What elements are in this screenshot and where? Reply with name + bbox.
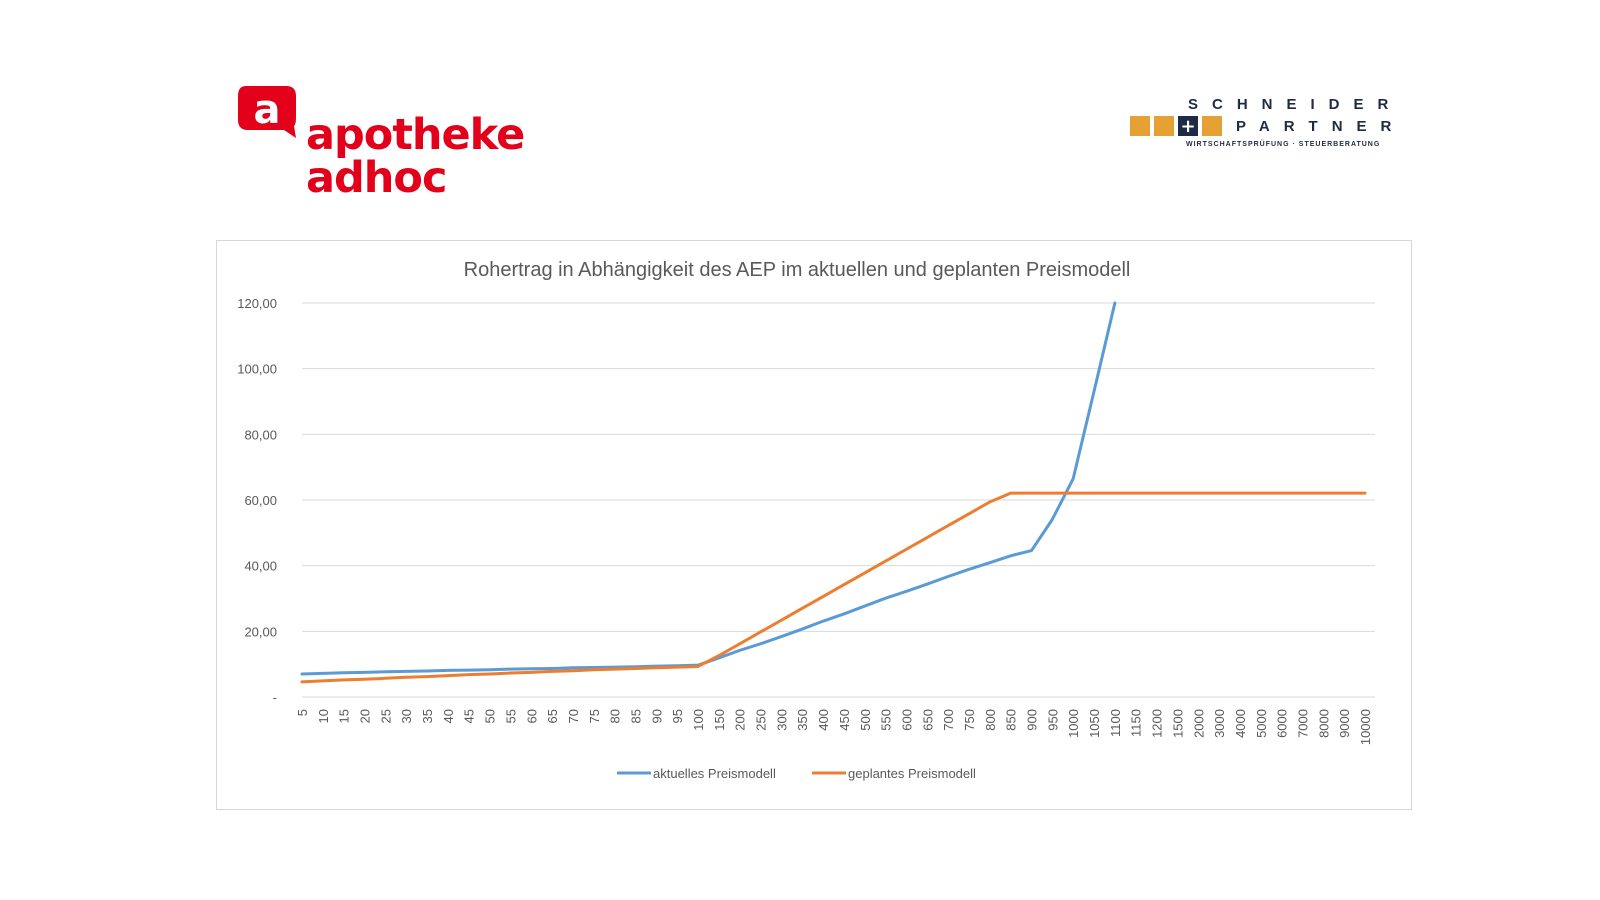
x-tick-label: 1500	[1170, 709, 1185, 738]
x-tick-label: 40	[441, 709, 456, 723]
x-tick-label: 50	[483, 709, 498, 723]
logo-squares-icon: +	[1130, 116, 1222, 137]
x-tick-label: 3000	[1212, 709, 1227, 738]
line-chart: Rohertrag in Abhängigkeit des AEP im akt…	[237, 259, 1375, 781]
x-tick-label: 85	[628, 709, 643, 723]
legend-label-1: aktuelles Preismodell	[653, 766, 776, 781]
series-line-1	[300, 301, 1117, 676]
apotheke-adhoc-logo: a apotheke adhoc	[238, 82, 608, 200]
x-tick-label: 650	[920, 709, 935, 731]
apotheke-adhoc-wordmark: apotheke adhoc	[306, 110, 525, 203]
x-tick-label: 9000	[1337, 709, 1352, 738]
schneider-partner-logo: SCHNEIDER + PARTNER WIRTSCHAFTSPRÜFUNG ·…	[1130, 96, 1391, 156]
x-tick-label: 70	[566, 709, 581, 723]
x-tick-label: 100	[691, 709, 706, 731]
x-tick-label: 1000	[1066, 709, 1081, 738]
y-tick-label: 40,00	[244, 559, 277, 574]
y-axis-ticks: - 20,00 40,00 60,00 80,00 100,00 120,00	[237, 296, 277, 705]
logo-line-schneider: SCHNEIDER	[1188, 96, 1403, 113]
x-tick-label: 250	[754, 709, 769, 731]
series-line-2	[300, 491, 1367, 684]
x-tick-label: 90	[649, 709, 664, 723]
y-tick-label: 120,00	[237, 296, 277, 311]
legend: aktuelles Preismodell geplantes Preismode…	[617, 766, 976, 781]
x-tick-label: 35	[420, 709, 435, 723]
x-tick-label: 8000	[1316, 709, 1331, 738]
logo-line-partner: PARTNER	[1236, 118, 1406, 135]
x-tick-label: 350	[795, 709, 810, 731]
logo-plus-sign: +	[1180, 116, 1195, 137]
x-tick-label: 95	[670, 709, 685, 723]
x-tick-label: 1050	[1087, 709, 1102, 738]
apotheke-adhoc-mark-icon: a	[238, 86, 296, 138]
x-tick-label: 5000	[1254, 709, 1269, 738]
x-tick-label: 1200	[1150, 709, 1165, 738]
x-tick-label: 7000	[1295, 709, 1310, 738]
legend-label-2: geplantes Preismodell	[848, 766, 976, 781]
x-tick-label: 6000	[1275, 709, 1290, 738]
y-tick-label: 80,00	[244, 427, 277, 442]
x-tick-label: 25	[378, 709, 393, 723]
y-tick-label: 20,00	[244, 624, 277, 639]
gridlines	[302, 302, 1375, 698]
x-tick-label: 10000	[1358, 709, 1373, 745]
x-axis-ticks: 5 10 15 20 25 30 35 40 45 50 55 60 65 70 75 80 85 90 95 100…	[295, 709, 1373, 745]
x-tick-label: 1150	[1129, 709, 1144, 737]
x-tick-label: 5	[295, 709, 310, 716]
logo-line-tagline: WIRTSCHAFTSPRÜFUNG · STEUERBERATUNG	[1186, 141, 1381, 148]
y-tick-label: 60,00	[244, 493, 277, 508]
x-tick-label: 60	[524, 709, 539, 723]
x-tick-label: 75	[587, 709, 602, 723]
series-lines	[300, 301, 1367, 684]
x-tick-label: 30	[399, 709, 414, 723]
x-tick-label: 850	[1004, 709, 1019, 731]
x-tick-label: 55	[503, 709, 518, 723]
logo-mark-letter: a	[254, 87, 281, 133]
x-tick-label: 10	[316, 709, 331, 723]
x-tick-label: 700	[941, 709, 956, 731]
x-tick-label: 800	[983, 709, 998, 731]
x-tick-label: 2000	[1191, 709, 1206, 738]
x-tick-label: 1100	[1108, 709, 1123, 737]
x-tick-label: 900	[1025, 709, 1040, 731]
x-tick-label: 80	[608, 709, 623, 723]
x-tick-label: 65	[545, 709, 560, 723]
x-tick-label: 400	[816, 709, 831, 731]
y-tick-label: 100,00	[237, 362, 277, 377]
x-tick-label: 750	[962, 709, 977, 731]
x-tick-label: 550	[879, 709, 894, 731]
x-tick-label: 4000	[1233, 709, 1248, 738]
y-tick-label: -	[273, 690, 277, 705]
x-tick-label: 200	[733, 709, 748, 731]
x-tick-label: 45	[462, 709, 477, 723]
x-tick-label: 20	[358, 709, 373, 723]
x-tick-label: 450	[837, 709, 852, 731]
x-tick-label: 600	[899, 709, 914, 731]
x-tick-label: 15	[337, 709, 352, 723]
chart-title: Rohertrag in Abhängigkeit des AEP im akt…	[464, 259, 1131, 281]
x-tick-label: 950	[1045, 709, 1060, 731]
x-tick-label: 150	[712, 709, 727, 731]
x-tick-label: 500	[858, 709, 873, 731]
chart-container: Rohertrag in Abhängigkeit des AEP im akt…	[216, 240, 1412, 810]
x-tick-label: 300	[774, 709, 789, 731]
